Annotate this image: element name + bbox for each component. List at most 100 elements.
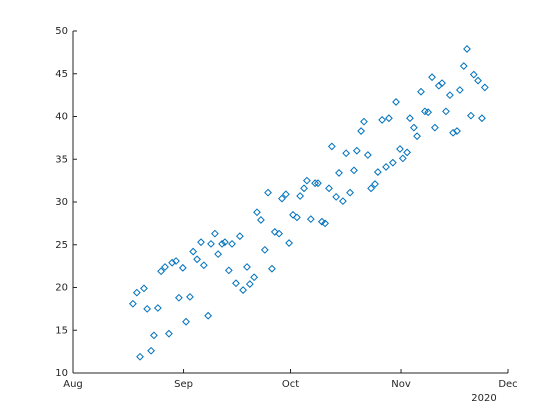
point bbox=[302, 176, 311, 185]
point bbox=[373, 168, 382, 176]
point bbox=[281, 190, 290, 199]
point bbox=[211, 229, 219, 238]
point bbox=[300, 184, 308, 193]
point bbox=[453, 127, 461, 135]
point bbox=[428, 73, 436, 82]
point bbox=[445, 91, 454, 100]
point bbox=[253, 208, 261, 217]
point bbox=[424, 108, 433, 117]
point bbox=[449, 128, 457, 137]
y-tick-label: 40 bbox=[55, 112, 68, 123]
point bbox=[409, 123, 418, 132]
point bbox=[278, 194, 286, 203]
x-tick-label: Dec bbox=[498, 379, 517, 390]
x-year-label: 2020 bbox=[471, 393, 496, 404]
point bbox=[178, 263, 187, 272]
point bbox=[332, 192, 341, 201]
point bbox=[264, 188, 272, 197]
point bbox=[128, 299, 137, 308]
point bbox=[285, 239, 293, 247]
point bbox=[260, 245, 269, 254]
y-tick-label: 25 bbox=[55, 240, 68, 251]
point bbox=[143, 304, 152, 313]
point bbox=[467, 111, 475, 120]
point bbox=[153, 304, 162, 312]
point bbox=[335, 169, 343, 177]
point bbox=[469, 70, 478, 79]
x-tick-label: Sep bbox=[174, 379, 193, 390]
point bbox=[243, 263, 251, 271]
point bbox=[157, 267, 165, 276]
point bbox=[388, 158, 397, 167]
point bbox=[403, 148, 412, 157]
point bbox=[314, 179, 322, 188]
point bbox=[182, 317, 190, 326]
point bbox=[474, 76, 482, 85]
point bbox=[168, 258, 177, 267]
point bbox=[350, 166, 358, 175]
point bbox=[224, 266, 233, 275]
point bbox=[250, 273, 259, 282]
point bbox=[352, 146, 361, 155]
point bbox=[360, 117, 368, 126]
point bbox=[174, 293, 183, 302]
point bbox=[199, 261, 208, 270]
point bbox=[398, 154, 407, 163]
x-tick-label: Nov bbox=[391, 379, 411, 390]
point bbox=[442, 107, 450, 116]
point bbox=[207, 239, 215, 248]
point bbox=[189, 247, 198, 256]
point bbox=[197, 238, 205, 247]
y-tick-label: 30 bbox=[55, 197, 68, 208]
point bbox=[245, 280, 254, 288]
point bbox=[463, 45, 471, 53]
point bbox=[417, 87, 425, 96]
point bbox=[136, 352, 144, 361]
point bbox=[228, 239, 236, 248]
point bbox=[132, 288, 141, 297]
point bbox=[204, 311, 213, 320]
y-tick-label: 45 bbox=[55, 69, 68, 80]
point bbox=[186, 292, 194, 301]
point bbox=[140, 284, 148, 293]
point bbox=[296, 192, 305, 200]
point bbox=[339, 197, 347, 206]
point bbox=[239, 286, 247, 294]
point bbox=[367, 184, 375, 193]
point bbox=[478, 114, 486, 123]
point bbox=[256, 216, 265, 224]
y-tick-label: 15 bbox=[55, 325, 68, 336]
point bbox=[455, 86, 464, 94]
point bbox=[480, 83, 489, 92]
point bbox=[392, 98, 400, 106]
point bbox=[396, 145, 404, 153]
point bbox=[218, 239, 226, 248]
point bbox=[438, 79, 446, 88]
point bbox=[382, 163, 390, 171]
point bbox=[363, 151, 372, 159]
point bbox=[406, 114, 414, 123]
y-tick-label: 35 bbox=[55, 154, 68, 165]
point bbox=[385, 114, 393, 123]
x-tick-label: Oct bbox=[282, 379, 299, 390]
point bbox=[214, 250, 223, 259]
point bbox=[193, 255, 201, 264]
point bbox=[430, 123, 439, 132]
point bbox=[293, 213, 301, 222]
point bbox=[321, 219, 329, 228]
point bbox=[147, 346, 155, 355]
point bbox=[357, 127, 366, 135]
point bbox=[346, 188, 354, 197]
y-tick-label: 20 bbox=[55, 283, 68, 294]
point bbox=[172, 257, 180, 265]
y-tick-label: 10 bbox=[55, 368, 68, 379]
point bbox=[165, 329, 173, 338]
point bbox=[459, 62, 468, 70]
x-tick-label: Aug bbox=[63, 379, 83, 390]
point bbox=[150, 331, 158, 340]
point bbox=[378, 116, 387, 124]
point bbox=[220, 238, 229, 247]
point bbox=[325, 184, 333, 193]
point bbox=[289, 210, 297, 219]
